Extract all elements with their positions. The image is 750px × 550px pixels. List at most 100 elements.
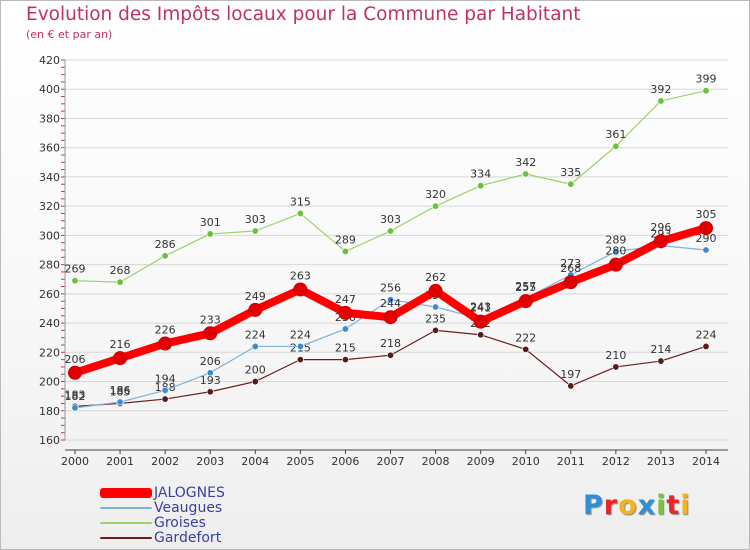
data-label: 392 — [650, 83, 671, 96]
legend-item-groises: Groises — [100, 515, 206, 531]
data-point — [702, 342, 710, 350]
data-point — [522, 345, 530, 353]
data-label: 290 — [696, 232, 717, 245]
data-label: 257 — [515, 280, 536, 293]
data-point — [608, 257, 623, 272]
data-point — [206, 388, 214, 396]
data-point — [702, 246, 710, 254]
data-point — [248, 302, 263, 317]
x-tick-label: 2010 — [512, 455, 540, 468]
x-tick-label: 2005 — [286, 455, 314, 468]
logo-letter: r — [603, 490, 619, 521]
y-tick-label: 340 — [39, 171, 60, 184]
data-point — [657, 357, 665, 365]
legend-swatch — [100, 507, 152, 509]
data-label: 224 — [245, 328, 266, 341]
data-label: 296 — [650, 221, 671, 234]
series-group: 1831851881932002152152182352322221972102… — [65, 73, 717, 412]
data-point — [567, 180, 575, 188]
data-label: 273 — [560, 257, 581, 270]
data-point — [522, 170, 530, 178]
chart-subtitle: (en € et par an) — [26, 28, 113, 41]
data-label: 235 — [425, 312, 446, 325]
data-point — [428, 283, 443, 298]
data-point — [341, 356, 349, 364]
data-label: 243 — [470, 301, 491, 314]
data-label: 185 — [110, 385, 131, 398]
data-label: 249 — [245, 290, 266, 303]
data-point — [251, 378, 259, 386]
data-label: 224 — [290, 328, 311, 341]
data-label: 215 — [335, 342, 356, 355]
data-label: 193 — [200, 374, 221, 387]
logo-letter: i — [680, 490, 691, 521]
data-label: 186 — [110, 384, 131, 397]
legend-label: Groises — [154, 515, 206, 531]
logo-letter: o — [618, 490, 638, 521]
data-label: 226 — [155, 324, 176, 337]
data-point — [432, 326, 440, 334]
data-point — [473, 314, 488, 329]
data-point — [563, 275, 578, 290]
data-point — [203, 326, 218, 341]
x-tick-label: 2009 — [467, 455, 495, 468]
x-tick-label: 2003 — [196, 455, 224, 468]
data-label: 183 — [65, 388, 86, 401]
data-label: 305 — [696, 208, 717, 221]
data-label: 241 — [470, 302, 491, 315]
data-point — [161, 252, 169, 260]
data-point — [71, 404, 79, 412]
data-point — [206, 369, 214, 377]
logo-letter: i — [656, 490, 667, 521]
y-tick-label: 360 — [39, 142, 60, 155]
logo-letter: P — [583, 490, 604, 521]
logo-letter: x — [637, 490, 657, 521]
data-label: 342 — [515, 156, 536, 169]
data-label: 182 — [65, 390, 86, 403]
data-label: 210 — [605, 349, 626, 362]
data-point — [657, 97, 665, 105]
y-tick-label: 280 — [39, 259, 60, 272]
x-tick-label: 2012 — [602, 455, 630, 468]
data-label: 222 — [515, 331, 536, 344]
y-tick-label: 200 — [39, 376, 60, 389]
y-tick-label: 380 — [39, 112, 60, 125]
data-label: 315 — [290, 195, 311, 208]
x-tick-label: 2000 — [61, 455, 89, 468]
legend-label: JALOGNES — [154, 485, 225, 501]
legend-item-gardefort: Gardefort — [100, 530, 221, 546]
data-point — [612, 247, 620, 255]
data-label: 206 — [65, 353, 86, 366]
x-tick-label: 2004 — [241, 455, 269, 468]
legend-swatch — [100, 537, 152, 539]
series-veaugues: 1821861942062242242362562512432572732892… — [65, 228, 717, 412]
data-point — [161, 386, 169, 394]
data-label: 224 — [696, 328, 717, 341]
data-label: 247 — [335, 293, 356, 306]
data-label: 268 — [560, 262, 581, 275]
data-label: 303 — [380, 213, 401, 226]
x-tick-label: 2007 — [377, 455, 405, 468]
data-point — [386, 351, 394, 359]
data-point — [383, 310, 398, 325]
data-point — [518, 294, 533, 309]
data-point — [296, 209, 304, 217]
data-label: 268 — [110, 264, 131, 277]
y-tick-label: 260 — [39, 288, 60, 301]
data-label: 214 — [650, 343, 671, 356]
data-point — [477, 182, 485, 190]
data-point — [116, 398, 124, 406]
legend-swatch — [100, 488, 152, 498]
data-label: 263 — [290, 269, 311, 282]
data-point — [612, 363, 620, 371]
legend-item-veaugues: Veaugues — [100, 500, 222, 516]
y-tick-label: 180 — [39, 405, 60, 418]
data-point — [161, 395, 169, 403]
data-label: 200 — [245, 364, 266, 377]
data-label: 256 — [380, 282, 401, 295]
legend-label: Gardefort — [154, 530, 222, 546]
data-label: 197 — [560, 368, 581, 381]
data-label: 303 — [245, 213, 266, 226]
